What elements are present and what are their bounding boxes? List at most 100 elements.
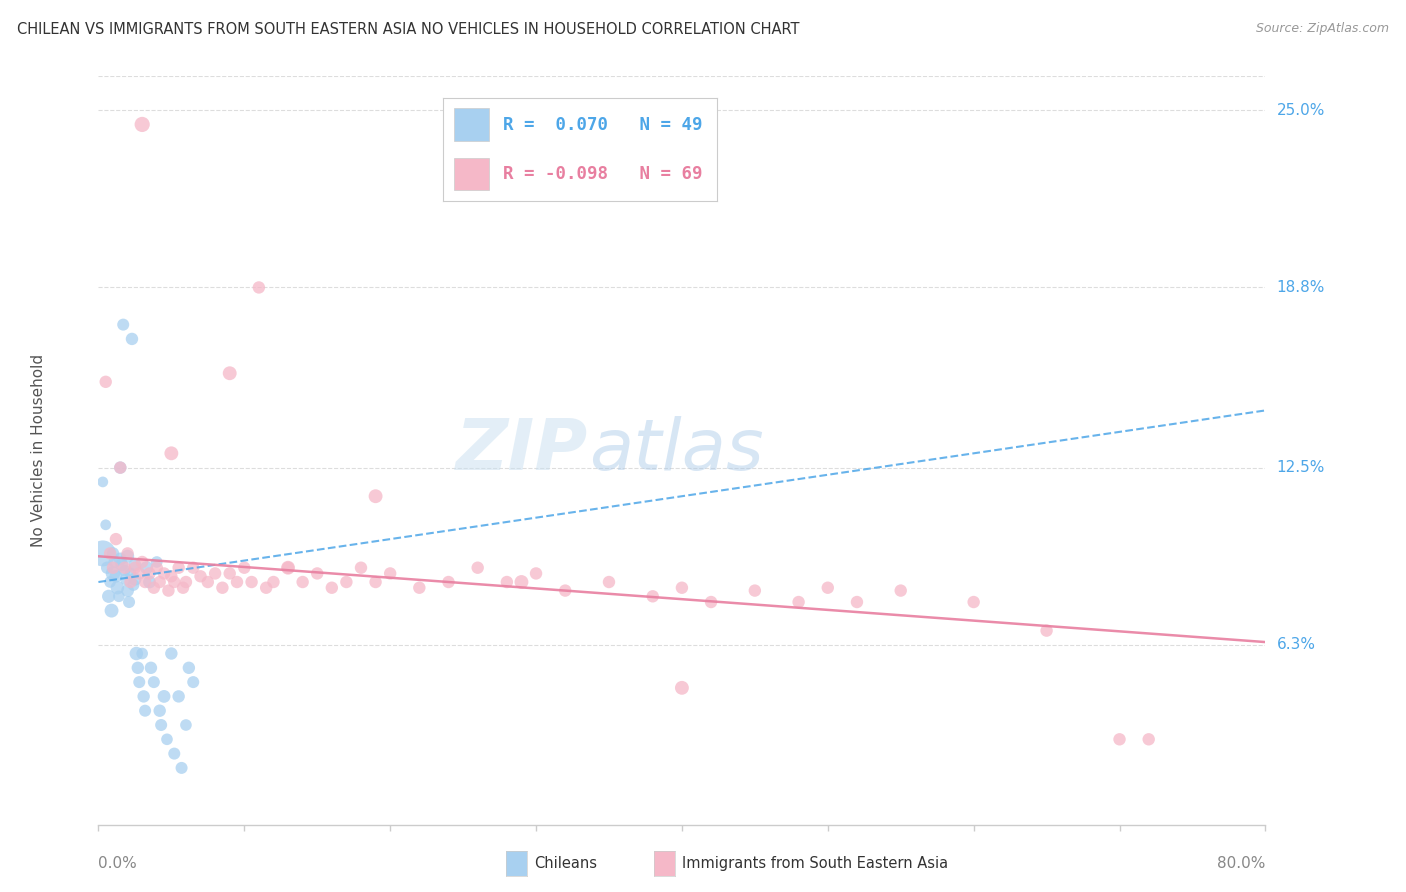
Point [554,583,576,598]
Point [380,566,402,581]
Text: 12.5%: 12.5% [1277,460,1324,475]
Point [118,595,141,609]
Point [218,566,240,581]
Point [105,581,128,595]
Point [110,460,132,475]
Point [467,560,489,574]
Point [138,574,160,589]
Text: R =  0.070   N = 49: R = 0.070 N = 49 [503,116,703,134]
Point [138,566,160,581]
Point [1137,732,1160,747]
Point [181,675,204,690]
Point [598,574,620,589]
Point [787,595,810,609]
Point [103,555,125,569]
Point [101,546,124,560]
Point [211,581,233,595]
Point [94,375,117,389]
Point [335,574,357,589]
Point [98,546,121,560]
Point [135,560,157,574]
Point [160,569,183,583]
Point [160,446,183,460]
Text: 80.0%: 80.0% [1218,855,1265,871]
Point [174,574,197,589]
Point [817,581,839,595]
Point [104,532,127,546]
FancyBboxPatch shape [454,109,489,141]
Point [146,555,169,569]
Text: Chileans: Chileans [534,856,598,871]
Point [890,583,912,598]
Point [112,318,135,332]
Point [157,583,180,598]
Point [117,583,139,598]
Point [307,566,329,581]
Point [117,549,139,564]
Text: 18.8%: 18.8% [1277,280,1324,295]
Point [149,574,172,589]
Text: ZIP: ZIP [457,416,589,485]
Point [153,566,176,581]
Point [170,761,193,775]
Point [671,681,693,695]
Point [134,704,156,718]
Text: R = -0.098   N = 69: R = -0.098 N = 69 [503,165,703,183]
Text: CHILEAN VS IMMIGRANTS FROM SOUTH EASTERN ASIA NO VEHICLES IN HOUSEHOLD CORRELATI: CHILEAN VS IMMIGRANTS FROM SOUTH EASTERN… [17,22,800,37]
Point [131,118,153,132]
Point [124,560,146,574]
Point [671,581,693,595]
Point [132,690,155,704]
Point [1035,624,1057,638]
Point [247,280,270,294]
Point [364,574,387,589]
Text: Source: ZipAtlas.com: Source: ZipAtlas.com [1256,22,1389,36]
Text: 6.3%: 6.3% [1277,638,1316,652]
Text: Immigrants from South Eastern Asia: Immigrants from South Eastern Asia [682,856,948,871]
Point [197,574,219,589]
Point [127,661,149,675]
Point [277,560,299,574]
Point [163,747,186,761]
Point [156,732,179,747]
Point [94,517,117,532]
Point [150,718,173,732]
Point [510,574,533,589]
Point [700,595,723,609]
Point [218,366,240,380]
Point [125,647,148,661]
Point [114,560,136,574]
Point [177,661,200,675]
Point [641,590,664,604]
Point [142,675,165,690]
Point [163,574,186,589]
Point [190,569,212,583]
Point [437,574,460,589]
Point [167,560,190,574]
Point [233,560,256,574]
Point [291,574,314,589]
Point [111,558,134,572]
Text: atlas: atlas [589,416,763,485]
Point [321,581,343,595]
Point [1108,732,1130,747]
Point [350,560,373,574]
Point [254,581,277,595]
Point [846,595,869,609]
Point [277,560,299,574]
Point [172,581,194,595]
Point [160,647,183,661]
Point [364,489,387,503]
Point [110,552,132,566]
Text: 25.0%: 25.0% [1277,103,1324,118]
Point [167,690,190,704]
Point [134,574,156,589]
Point [98,574,121,589]
Point [110,460,132,475]
Point [114,564,136,578]
Point [117,546,139,560]
Point [149,704,172,718]
Point [122,578,145,592]
Point [262,574,284,589]
Point [91,475,114,489]
